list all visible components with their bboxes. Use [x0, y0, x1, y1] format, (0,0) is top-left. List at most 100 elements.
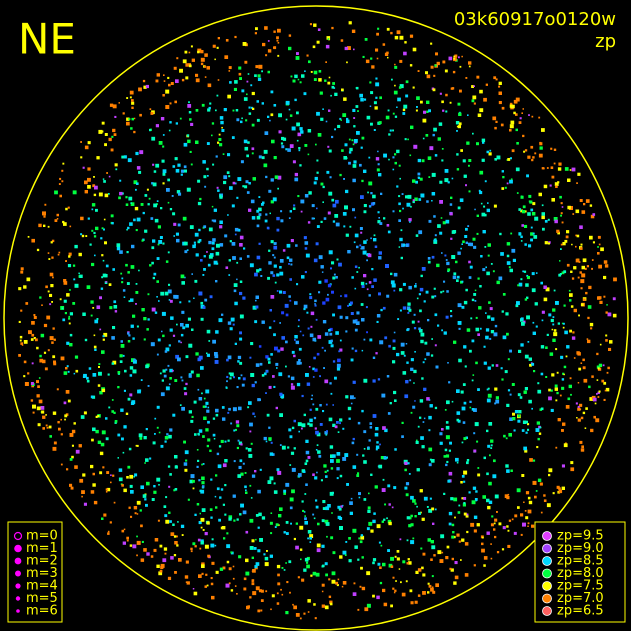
star: [339, 418, 343, 422]
star: [540, 345, 545, 349]
star: [229, 81, 232, 84]
star: [345, 395, 349, 399]
star: [308, 60, 311, 64]
star: [261, 320, 265, 324]
star: [94, 185, 98, 190]
star: [224, 55, 229, 59]
star: [197, 432, 200, 436]
star: [204, 532, 208, 536]
star: [92, 184, 96, 188]
star: [506, 496, 510, 500]
star: [296, 139, 299, 142]
star: [178, 192, 182, 196]
star: [190, 547, 193, 551]
star: [97, 415, 100, 418]
star: [422, 118, 427, 123]
star: [380, 308, 383, 312]
star: [288, 46, 292, 51]
star: [286, 243, 291, 248]
star: [133, 130, 136, 134]
star: [224, 234, 228, 238]
star: [120, 408, 124, 412]
star: [325, 433, 328, 436]
star: [490, 444, 493, 447]
star: [101, 276, 104, 279]
star: [172, 369, 174, 372]
star: [550, 408, 554, 412]
star: [490, 330, 495, 334]
star: [132, 314, 136, 318]
star: [358, 496, 361, 499]
star: [36, 394, 40, 398]
star: [465, 77, 468, 79]
star: [215, 155, 218, 158]
star: [385, 456, 388, 459]
star: [596, 365, 600, 369]
star: [181, 406, 185, 411]
star: [542, 227, 545, 231]
star: [570, 305, 574, 308]
star: [275, 406, 278, 410]
star: [169, 428, 173, 432]
star: [331, 198, 335, 202]
star: [349, 501, 353, 505]
star: [535, 325, 538, 328]
star: [184, 241, 188, 246]
star: [158, 240, 163, 244]
star: [561, 486, 565, 490]
star: [304, 557, 309, 562]
star: [258, 207, 262, 212]
star: [260, 589, 264, 593]
star: [383, 602, 388, 607]
star: [216, 452, 220, 456]
star: [440, 291, 443, 294]
star: [351, 276, 354, 279]
star: [294, 74, 298, 79]
star: [164, 514, 168, 518]
star: [427, 582, 430, 585]
star: [301, 275, 305, 279]
star: [40, 406, 45, 410]
star: [479, 170, 484, 175]
star: [428, 415, 432, 420]
star: [548, 388, 551, 392]
star: [153, 485, 156, 488]
star: [334, 376, 337, 380]
star: [254, 272, 258, 277]
star: [353, 117, 356, 119]
star: [463, 401, 467, 405]
star: [203, 416, 207, 420]
star: [364, 38, 368, 41]
star: [305, 439, 309, 443]
star: [394, 589, 397, 592]
star: [303, 511, 306, 513]
star: [217, 464, 222, 469]
star: [324, 519, 329, 524]
star: [457, 321, 462, 325]
star: [358, 266, 360, 269]
star: [350, 402, 353, 405]
star: [490, 447, 493, 449]
star: [415, 440, 419, 444]
star: [230, 551, 233, 554]
star: [477, 473, 481, 477]
star: [352, 592, 357, 596]
star: [92, 427, 96, 432]
star: [545, 346, 548, 349]
star: [136, 217, 141, 222]
star: [291, 426, 295, 430]
star: [27, 236, 30, 238]
star: [153, 203, 157, 208]
star: [551, 328, 554, 331]
star: [525, 431, 528, 434]
star: [357, 421, 361, 425]
star: [468, 65, 471, 68]
star: [162, 182, 165, 185]
star: [66, 293, 70, 297]
star: [184, 575, 189, 579]
star: [305, 373, 309, 377]
star: [275, 523, 279, 527]
star: [457, 511, 461, 514]
star: [433, 238, 437, 242]
star: [272, 375, 275, 378]
